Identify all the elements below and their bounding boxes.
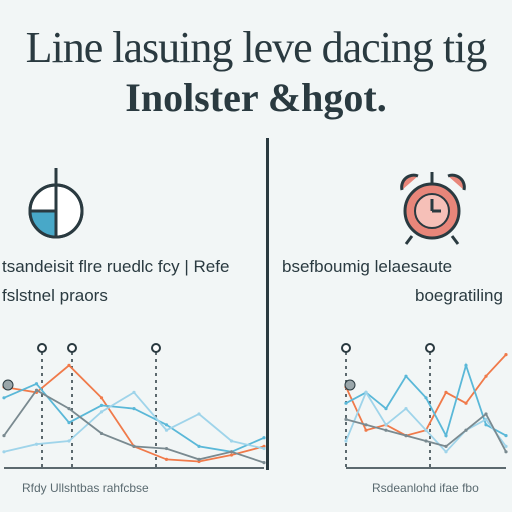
right-chart-data-point [364, 390, 368, 394]
left-chart-data-point [67, 421, 71, 425]
right-chart-data-point [484, 423, 488, 427]
right-chart-data-point [384, 423, 388, 427]
right-chart-data-point [484, 374, 488, 378]
right-chart-data-point [404, 374, 408, 378]
right-chart-data-point [464, 428, 468, 432]
right-chart-data-point [484, 417, 488, 421]
left-chart-data-point [132, 407, 136, 411]
page-title: Line lasuing leve dacing tig [25, 23, 488, 72]
left-caption-line2: fslstnel praors [2, 286, 108, 305]
right-chart-data-point [364, 390, 368, 394]
left-chart-series-line-blue [3, 382, 265, 453]
left-chart-start-marker [2, 379, 14, 391]
right-chart-data-point [344, 385, 348, 389]
left-chart-data-point [132, 390, 136, 394]
left-chart-data-point [132, 444, 136, 448]
left-axis-caption: Rfdy Ullshtbas rahfcbse [22, 481, 149, 495]
left-chart-data-point [34, 388, 39, 392]
right-chart-data-point [344, 439, 348, 443]
left-chart-data-point [34, 382, 39, 386]
left-chart-data-point [164, 428, 169, 432]
left-chart-series-line-lightblue [3, 391, 265, 453]
right-chart-data-point [444, 444, 448, 448]
left-chart-data-point [2, 450, 6, 454]
right-chart-data-point [444, 390, 448, 394]
left-chart-data-point [164, 446, 169, 451]
left-chart-data-point [99, 410, 104, 414]
left-chart-data-point [197, 444, 201, 448]
left-chart-data-point [67, 407, 71, 411]
page-subtitle: Inolster &hgot. [125, 75, 387, 120]
right-chart-series-line-lightblue [345, 390, 507, 454]
right-chart-data-point [404, 434, 408, 438]
left-chart-data-point [229, 439, 234, 443]
right-chart-data-point [504, 353, 508, 357]
left-chart-data-point [99, 403, 104, 407]
left-chart-data-point [132, 444, 136, 448]
right-chart-guide-marker [341, 343, 351, 353]
left-chart-data-point [229, 450, 234, 454]
left-chart-data-point [34, 390, 39, 394]
right-chart-data-point [384, 428, 388, 432]
right-chart-data-point [424, 439, 428, 443]
left-chart-data-point [2, 434, 6, 438]
right-chart-data-point [424, 428, 428, 432]
right-chart-data-point [384, 423, 388, 427]
right-caption-line1: bsefboumig lelaesaute [282, 257, 453, 276]
right-chart-data-point [344, 417, 348, 421]
left-chart-data-point [229, 453, 234, 457]
right-chart-data-point [364, 423, 368, 427]
right-chart-data-point [404, 434, 408, 438]
right-chart-data-point [344, 401, 348, 405]
panel-divider [266, 138, 269, 470]
left-chart-data-point [2, 396, 6, 400]
left-chart-data-point [67, 363, 71, 367]
left-chart-data-point [67, 439, 71, 443]
left-chart-series-line-gray [3, 389, 265, 464]
right-chart-data-point [404, 407, 408, 411]
right-chart-data-point [464, 363, 468, 367]
right-chart-series-line-gray [345, 412, 507, 453]
right-chart-data-point [424, 428, 428, 432]
right-chart-data-point [384, 407, 388, 411]
right-axis-caption: Rsdeanlohd ifae fbo [372, 481, 479, 495]
right-chart-data-point [444, 450, 448, 454]
left-chart-series-line-orange [3, 364, 265, 463]
right-chart-data-point [504, 450, 508, 454]
right-chart-data-point [444, 434, 448, 438]
left-chart-data-point [229, 450, 234, 454]
right-chart-start-marker [344, 379, 356, 391]
right-chart-data-point [424, 396, 428, 400]
right-chart-guide-marker [425, 343, 435, 353]
left-chart-guide-marker [37, 343, 47, 353]
left-chart-data-point [34, 442, 39, 446]
left-chart-data-point [2, 385, 6, 389]
right-chart-series-line-blue [345, 362, 507, 439]
right-chart-data-point [364, 428, 368, 432]
right-chart-data-point [504, 444, 508, 448]
left-chart-data-point [164, 423, 169, 427]
left-chart-data-point [197, 459, 201, 464]
left-caption-line1: tsandeisit flre ruedlc fcy | Refe [2, 257, 230, 276]
right-chart-data-point [504, 434, 508, 438]
right-chart-series-line-orange [345, 353, 507, 437]
left-chart-data-point [197, 457, 201, 461]
right-caption-line2: boegratiling [415, 286, 503, 305]
left-chart-data-point [99, 431, 104, 436]
right-chart-data-point [484, 412, 488, 416]
left-chart-data-point [197, 412, 201, 416]
right-chart-data-point [464, 428, 468, 432]
left-chart-data-point [99, 396, 104, 400]
left-chart-guide-marker [151, 343, 161, 353]
left-chart-guide-marker [67, 343, 77, 353]
left-chart-data-point [164, 457, 169, 461]
right-chart-data-point [464, 401, 468, 405]
